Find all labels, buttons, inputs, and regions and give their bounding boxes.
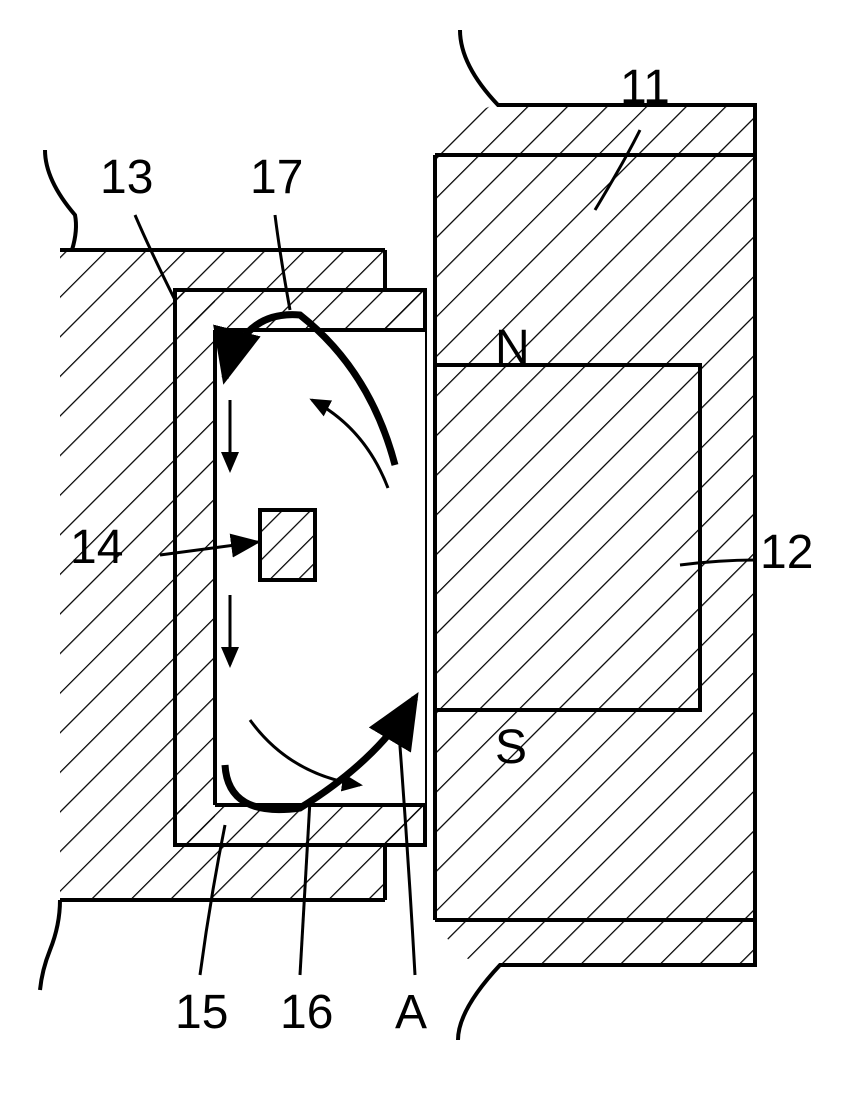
- magnet-12: [435, 365, 700, 710]
- label-17: 17: [250, 150, 303, 205]
- core-14: [260, 510, 315, 580]
- label-15: 15: [175, 985, 228, 1040]
- label-14: 14: [70, 520, 123, 575]
- label-13: 13: [100, 150, 153, 205]
- label-12: 12: [760, 525, 813, 580]
- label-N: N: [495, 320, 530, 375]
- label-S: S: [495, 720, 527, 775]
- label-16: 16: [280, 985, 333, 1040]
- technical-diagram: 11 13 17 14 12 15 16 A N S: [0, 0, 843, 1104]
- label-11: 11: [620, 60, 670, 115]
- label-A: A: [395, 985, 427, 1040]
